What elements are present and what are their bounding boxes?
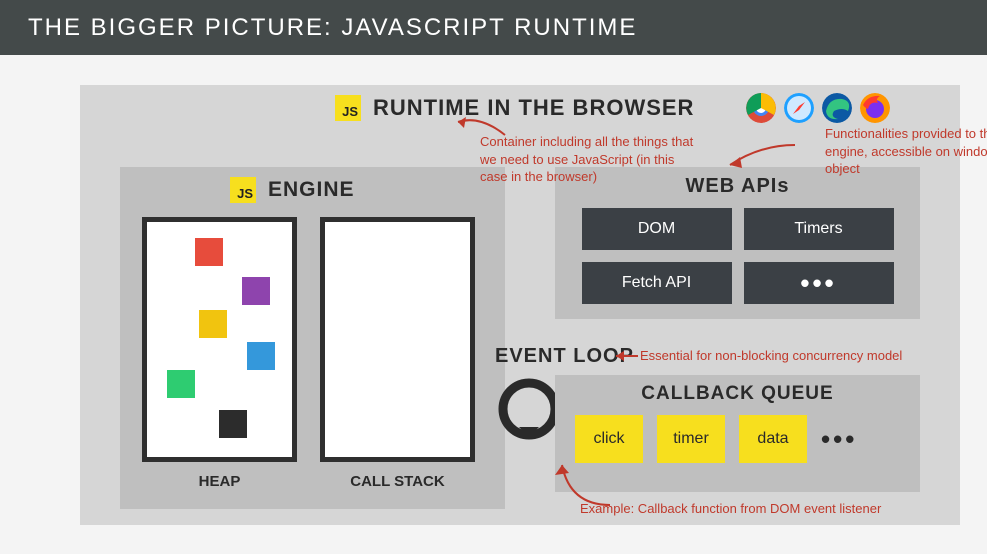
webapis-panel: WEB APIs DOMTimersFetch API••• <box>555 167 920 319</box>
js-icon: JS <box>230 177 256 203</box>
callstack-box <box>320 217 475 462</box>
engine-header: JS ENGINE <box>230 177 355 203</box>
slide-title: THE BIGGER PICTURE: JAVASCRIPT RUNTIME <box>28 14 637 42</box>
api-grid: DOM Timers Fetch API ••• <box>555 198 920 314</box>
title-bar: THE BIGGER PICTURE: JAVASCRIPT RUNTIME <box>0 0 987 55</box>
engine-panel: JS ENGINE HEAP CALL STACK <box>120 167 505 509</box>
browser-icons <box>746 93 890 123</box>
api-box: Fetch API <box>582 262 732 304</box>
dots-icon: ••• <box>821 424 857 455</box>
js-icon: JS <box>335 95 361 121</box>
heap-object <box>242 277 270 305</box>
heap-label: HEAP <box>142 473 297 490</box>
heap-box <box>142 217 297 462</box>
firefox-icon <box>860 93 890 123</box>
annotation-eventloop: Essential for non-blocking concurrency m… <box>640 347 950 365</box>
slide: THE BIGGER PICTURE: JAVASCRIPT RUNTIME J… <box>0 0 987 554</box>
callback-box: data <box>739 415 807 463</box>
arrow-container <box>450 110 510 140</box>
callback-box: timer <box>657 415 725 463</box>
api-box: Timers <box>744 208 894 250</box>
chrome-icon <box>746 93 776 123</box>
heap-object <box>247 342 275 370</box>
runtime-header: JS RUNTIME IN THE BROWSER <box>335 95 694 121</box>
heap-object <box>219 410 247 438</box>
annotation-container: Container including all the things that … <box>480 133 700 186</box>
arrow-eventloop <box>610 348 640 364</box>
annotation-example: Example: Callback function from DOM even… <box>580 500 940 518</box>
diagram-canvas: JS RUNTIME IN THE BROWSER JS ENGINE HEAP… <box>80 85 960 525</box>
heap-object <box>167 370 195 398</box>
arrow-example <box>550 455 620 510</box>
arrow-webapis <box>720 140 800 175</box>
eventloop-icon <box>495 375 563 443</box>
heap-object <box>195 238 223 266</box>
runtime-label: RUNTIME IN THE BROWSER <box>373 95 694 121</box>
api-box: DOM <box>582 208 732 250</box>
annotation-webapis: Functionalities provided to the engine, … <box>825 125 987 178</box>
api-box: ••• <box>744 262 894 304</box>
safari-icon <box>784 93 814 123</box>
heap-object <box>199 310 227 338</box>
edge-icon <box>822 93 852 123</box>
callback-queue-title: CALLBACK QUEUE <box>555 375 920 405</box>
engine-label: ENGINE <box>268 178 355 202</box>
callstack-label: CALL STACK <box>320 473 475 490</box>
